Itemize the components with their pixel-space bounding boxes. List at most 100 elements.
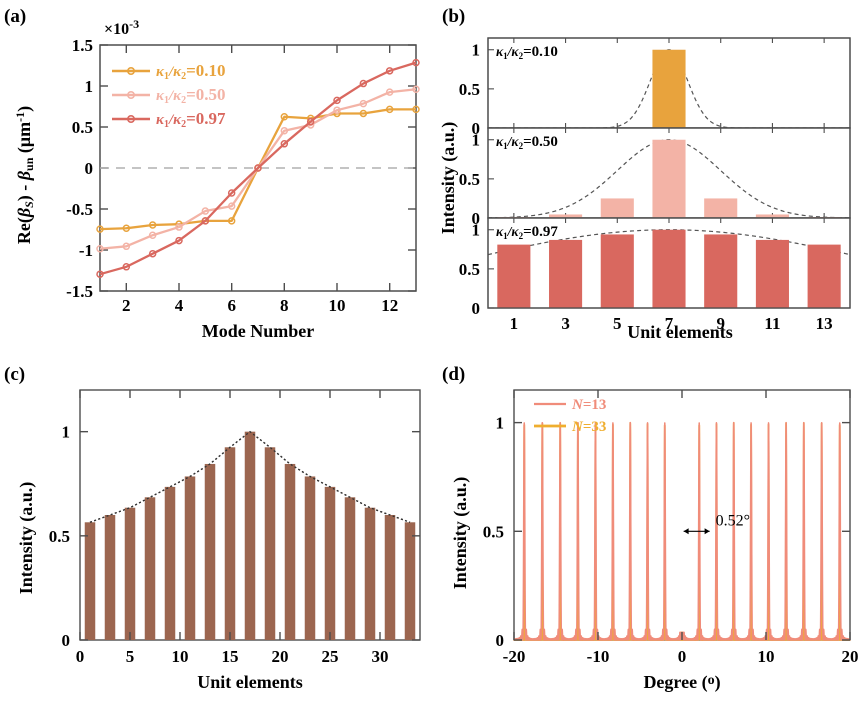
panel-c-bar [264,447,276,640]
panel-b-xticklabel: 3 [561,314,570,333]
subplot-inset-label: κ1/κ2=0.10 [496,44,558,61]
svg-text:6: 6 [227,296,236,315]
panel-d-xlabel: Degree (o) [643,672,720,693]
panel-c-xticklabel: 5 [126,647,135,666]
subplot-yticklabel: 0.5 [459,170,480,189]
panel-c-content-group: 00.510 5 10 15 20 25 30 [49,390,420,666]
panel-a-marker [412,85,420,94]
panel-c-svg: Intensity (a.u.) 00.510 5 10 15 20 25 30 Unit … [16,389,421,692]
panel-a-series-group [96,58,420,278]
panel-c-xticklabel: 0 [76,647,85,666]
panel-c-label: (c) [4,364,26,385]
panel-c-bar [364,507,376,640]
panel-d-xticklabel: -10 [587,647,610,666]
panel-a-marker [280,113,289,121]
panel-a-marker [385,67,394,75]
annotation-text: 0.52° [716,512,750,529]
panel-b-xticklabel: 13 [816,314,833,333]
legend-d-label-1: N=33 [571,419,606,435]
panel-d-svg: Intensity (a.u.) 0 0.5 1 -20 -10 0 10 20 0.52° D… [450,389,859,693]
svg-text:12: 12 [381,296,398,315]
legend-label-0: κ1/κ2=0.10 [156,61,226,82]
svg-text:0: 0 [85,159,94,178]
panel-c-envelope-top [89,430,411,523]
panel-d-line-N13 [513,421,851,641]
panel-d-xticklabel: 0 [678,647,687,666]
panel-c-bar [184,476,196,640]
panel-c-bar [304,476,316,640]
panel-b-bar [652,229,686,308]
panel-b-xticklabel: 1 [510,314,518,333]
panel-a-marker [385,88,394,96]
panel-b-bar [600,198,634,218]
panel-a-marker [201,217,210,225]
panel-c-bar [384,515,396,640]
panel-d-ylabel: Intensity (a.u.) [450,477,471,590]
panel-a-marker [122,224,131,233]
panel-a-marker [96,245,104,253]
panel-a-marker [148,221,157,229]
panel-d-plot-frame [513,389,851,641]
legend-d-item-0[interactable]: N=13 [534,397,606,413]
svg-text:0.5: 0.5 [72,118,93,137]
panel-b-subplots-group: 0 0.5 1 κ1/κ2=0.10 0 0.5 1 κ1/κ2=0.50 0 0.5 1 κ1/κ2… [459,37,851,333]
svg-text:-1: -1 [79,241,93,260]
panel-b-subplot-1: 0 0.5 1 κ1/κ2=0.50 [459,127,851,228]
panel-a-marker [148,249,157,258]
subplot-yticklabel: 0.5 [459,260,480,279]
panel-a-marker [227,217,236,225]
panel-c-xlabel: Unit elements [197,672,302,692]
svg-text:-0.5: -0.5 [66,200,93,219]
subplot-inset-label: κ1/κ2=0.97 [496,224,558,241]
panel-d-xticklabel: 20 [842,647,859,666]
panel-a-xlabel: Mode Number [202,321,314,341]
panel-b-ylabel: Intensity (a.u.) [438,122,459,235]
panel-d: (d) Intensity (a.u.) 0 0.5 1 -20 -10 0 10 20 0.5… [430,358,866,708]
panel-c-bar [204,463,216,640]
panel-a-ylabel: Re(βS) - βun (μm-1) [13,106,36,244]
panel-a-marker [227,202,236,210]
panel-a-marker [306,117,315,126]
legend-item-0[interactable]: κ1/κ2=0.10 [112,61,226,82]
subplot-inset-label: κ1/κ2=0.50 [496,134,558,151]
panel-d-annotation: 0.52° [683,512,750,535]
panel-b-xticklabel: 7 [665,314,674,333]
panel-b-label: (b) [442,6,466,27]
panel-a-xticklabels: 2 4 6 8 10 12 [122,296,398,315]
panel-a-marker [412,105,420,114]
panel-c-bar [224,447,236,640]
panel-c-bar [164,486,176,640]
panel-d-legend: N=13 N=33 [534,397,606,435]
panel-a-yticklabels: 1.5 1 0.5 0 -0.5 -1 -1.5 [66,36,93,301]
panel-d-xticklabel: -20 [503,647,526,666]
svg-text:2: 2 [122,296,131,315]
legend-item-2[interactable]: κ1/κ2=0.97 [112,109,226,130]
panel-a-marker [122,242,131,251]
subplot-yticklabel: 1 [472,41,481,60]
panel-a-marker [280,140,289,148]
panel-a-marker [412,58,420,67]
legend-label-2: κ1/κ2=0.97 [156,109,226,130]
legend-item-1[interactable]: κ1/κ2=0.50 [112,85,226,106]
panel-b-bar [652,139,686,218]
legend-d-item-1[interactable]: N=33 [534,419,606,435]
panel-a-marker [359,79,368,88]
panel-b-xticklabel: 5 [613,314,622,333]
panel-a-marker [333,106,341,114]
panel-b-subplot-2: 0 0.5 1 κ1/κ2=0.97 [459,217,851,318]
panel-b-bar [704,198,738,218]
panel-c-bar [324,486,336,640]
panel-a-exponent: ×10-3 [104,17,139,38]
panel-c-yticklabel: 0 [62,631,71,650]
panel-c-bar [124,507,136,640]
panel-c-xticklabel: 30 [372,647,389,666]
panel-a-marker [333,96,341,105]
panel-c-bar [404,522,416,640]
svg-text:1: 1 [85,77,94,96]
panel-a-marker [201,207,210,215]
panel-d-label: (d) [442,364,466,385]
panel-b-xticklabel: 11 [764,314,780,333]
panel-a-marker [96,270,104,278]
panel-c-xticklabel: 10 [172,647,189,666]
